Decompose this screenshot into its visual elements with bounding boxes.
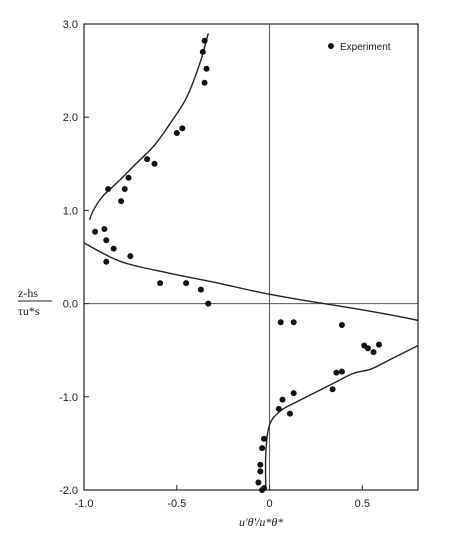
y-tick-label: -2.0 xyxy=(59,485,78,497)
curve-upper xyxy=(88,33,209,220)
experiment-point xyxy=(203,65,210,72)
x-tick-label: 0 xyxy=(266,498,272,510)
experiment-point xyxy=(261,435,267,442)
legend: Experiment xyxy=(328,42,391,53)
x-axis-label: u'θ'/u*θ* xyxy=(239,515,283,529)
experiment-point xyxy=(103,258,110,265)
experiment-point xyxy=(127,253,134,260)
experiment-point xyxy=(376,341,382,348)
plot-border xyxy=(83,23,419,491)
experiment-point xyxy=(121,186,128,192)
curve-middle xyxy=(84,242,418,322)
experiment-point xyxy=(329,386,336,393)
experiment-point xyxy=(257,461,264,468)
curve-lower xyxy=(264,344,418,490)
experiment-point xyxy=(197,286,204,293)
experiment-point xyxy=(125,174,132,181)
fit-curves xyxy=(84,33,418,490)
x-axis-ticks: -1.0 -0.5 0 0.5 xyxy=(75,485,370,510)
y-tick-label: 1.0 xyxy=(63,205,78,217)
experiment-point xyxy=(287,410,293,417)
experiment-point xyxy=(279,396,286,403)
experiment-point xyxy=(333,369,340,376)
legend-marker xyxy=(328,43,334,49)
y-axis-label-bottom: τu*s xyxy=(18,304,40,318)
experiment-points xyxy=(92,37,382,493)
experiment-point xyxy=(338,368,345,375)
experiment-point xyxy=(201,79,208,86)
experiment-point xyxy=(183,280,190,287)
x-tick-label: -1.0 xyxy=(75,498,94,510)
experiment-point xyxy=(370,349,377,356)
experiment-point xyxy=(157,280,164,287)
y-tick-label: 3.0 xyxy=(63,19,78,31)
y-axis-label: z-hs τu*s xyxy=(18,286,52,318)
experiment-point xyxy=(338,322,345,328)
experiment-point xyxy=(101,226,108,232)
experiment-point xyxy=(277,319,284,326)
y-axis-ticks: 3.0 2.0 1.0 0.0 -1.0 -2.0 xyxy=(59,19,89,497)
experiment-point xyxy=(205,300,212,307)
experiment-point xyxy=(110,245,117,252)
experiment-point xyxy=(179,125,186,132)
experiment-point xyxy=(257,468,264,475)
experiment-point xyxy=(92,228,99,235)
experiment-point xyxy=(290,390,297,397)
experiment-point xyxy=(199,49,206,55)
y-tick-label: 0.0 xyxy=(63,299,78,311)
experiment-point xyxy=(255,479,262,486)
plot-frame xyxy=(83,23,419,491)
x-tick-label: -0.5 xyxy=(167,498,186,510)
experiment-point xyxy=(290,319,297,326)
experiment-point xyxy=(275,405,282,412)
experiment-point xyxy=(173,130,180,136)
experiment-point xyxy=(144,156,151,163)
experiment-point xyxy=(201,37,208,44)
experiment-point xyxy=(364,345,371,352)
experiment-point xyxy=(103,237,110,244)
y-tick-label: 2.0 xyxy=(63,112,78,124)
legend-label: Experiment xyxy=(340,42,391,53)
y-tick-label: -1.0 xyxy=(59,392,78,404)
y-axis-label-top: z-hs xyxy=(18,286,38,300)
experiment-point xyxy=(259,487,266,493)
reference-lines xyxy=(84,24,418,490)
x-tick-label: 0.5 xyxy=(355,498,370,510)
experiment-point xyxy=(259,445,266,452)
experiment-point xyxy=(118,198,125,205)
experiment-point xyxy=(105,186,112,192)
experiment-point xyxy=(151,160,158,167)
